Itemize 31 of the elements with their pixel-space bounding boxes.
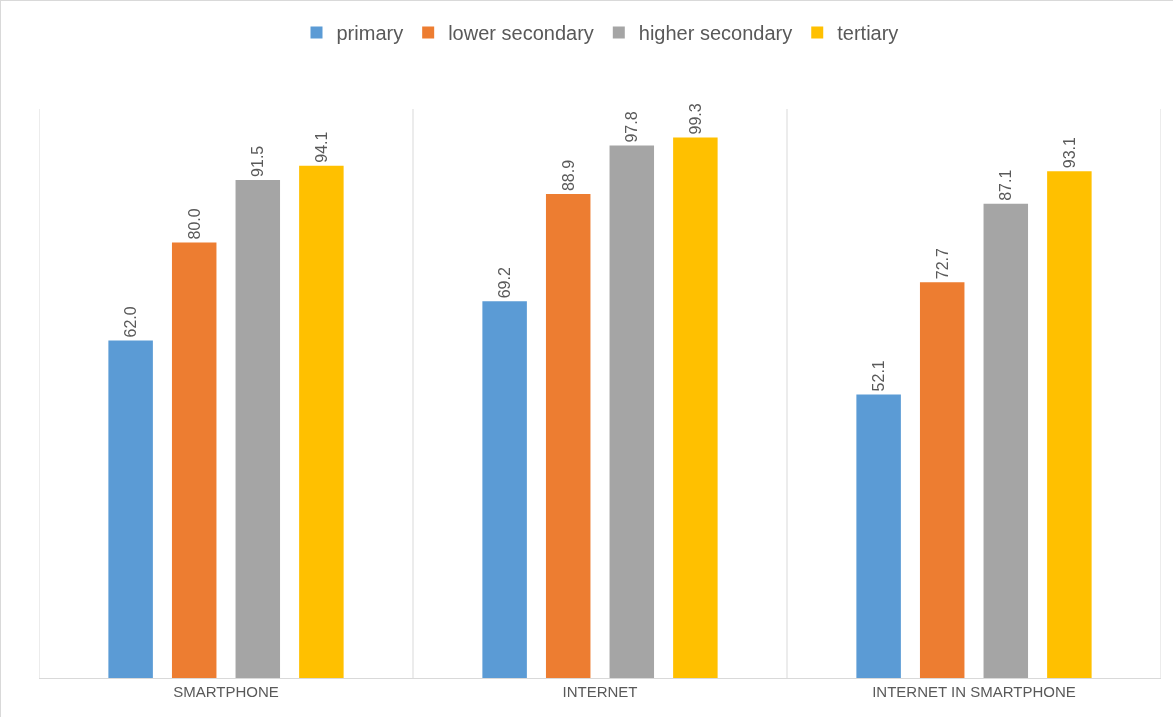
bar	[545, 194, 591, 678]
x-tick-label: INTERNET	[562, 683, 638, 700]
bar	[983, 203, 1029, 678]
data-label: 99.3	[686, 103, 704, 135]
bar	[609, 145, 655, 678]
data-label: 91.5	[249, 145, 267, 177]
legend-label: primary	[336, 22, 404, 45]
bar	[919, 282, 965, 678]
legend-label: higher secondary	[638, 22, 793, 45]
data-label: 97.8	[623, 111, 641, 143]
x-tick-label: SMARTPHONE	[173, 683, 279, 700]
data-label: 72.7	[933, 248, 951, 280]
bar	[108, 340, 153, 678]
data-label: 52.1	[870, 360, 888, 392]
bar	[171, 242, 217, 678]
data-label: 88.9	[559, 159, 577, 192]
bar	[482, 301, 527, 678]
bar	[299, 165, 344, 678]
legend-label: tertiary	[837, 22, 899, 45]
data-label: 62.0	[122, 306, 140, 338]
data-label: 87.1	[997, 169, 1015, 201]
bar	[235, 179, 281, 678]
bar	[1047, 171, 1092, 678]
bar	[673, 137, 718, 678]
x-tick-label: INTERNET IN SMARTPHONE	[872, 683, 1076, 700]
data-label: 93.1	[1060, 136, 1078, 169]
data-label: 69.2	[496, 267, 514, 299]
data-label: 94.1	[312, 131, 330, 163]
bar	[856, 394, 901, 678]
data-label: 80.0	[185, 208, 203, 240]
legend-label: lower secondary	[448, 22, 594, 45]
